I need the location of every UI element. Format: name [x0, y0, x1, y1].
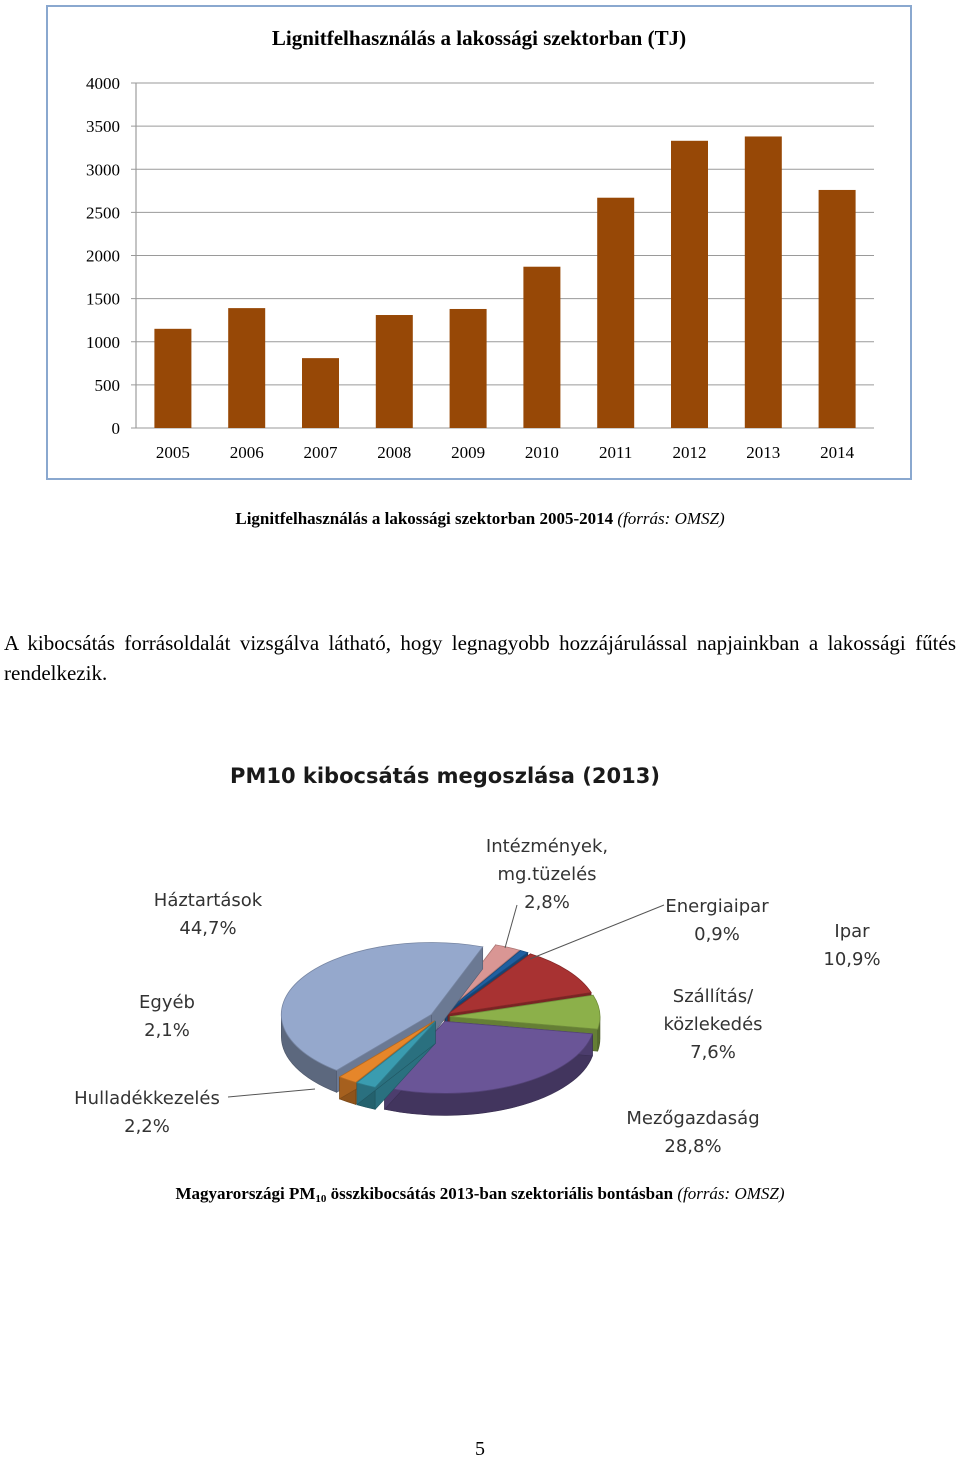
caption-source: (forrás: OMSZ): [617, 509, 725, 528]
x-tick-label: 2010: [525, 443, 559, 462]
y-tick-label: 3000: [86, 160, 120, 179]
leader-line: [529, 904, 665, 960]
pie-slice: [355, 1020, 436, 1111]
x-tick-label: 2013: [746, 443, 780, 462]
x-tick-label: 2012: [673, 443, 707, 462]
x-tick-label: 2006: [230, 443, 264, 462]
pie-slice-label: Energiaipar 0,9%: [529, 896, 769, 960]
pie-slice-top: [338, 1020, 435, 1083]
pie-slice-top: [355, 1021, 436, 1088]
pie-category-label: Hulladékkezelés: [74, 1088, 220, 1109]
bar: [228, 308, 266, 428]
pie-value-label: 2,1%: [144, 1020, 190, 1041]
y-tick-label: 2000: [86, 247, 120, 266]
pie-value-label: 10,9%: [823, 949, 880, 970]
pie-category-label: Szállítás/: [673, 986, 754, 1007]
pie-slice-label: Ipar 10,9%: [823, 921, 880, 970]
x-tick-label: 2005: [156, 443, 190, 462]
pie-slice-label: Intézmények, mg.tüzelés 2,8%: [486, 836, 608, 949]
y-tick-label: 3500: [86, 117, 120, 136]
x-tick-label: 2007: [304, 443, 339, 462]
bar-chart: Lignitfelhasználás a lakossági szektorba…: [46, 5, 912, 480]
bar: [375, 315, 413, 428]
caption-title-part: összkibocsátás 2013-ban szektoriális bon…: [326, 1184, 674, 1203]
x-tick-label: 2009: [451, 443, 485, 462]
y-tick-label: 500: [95, 376, 121, 395]
bar: [597, 197, 635, 428]
x-tick-label: 2014: [820, 443, 855, 462]
caption-subscript: 10: [315, 1193, 327, 1205]
y-tick-label: 2500: [86, 203, 120, 222]
y-tick-label: 4000: [86, 74, 120, 93]
y-tick-label: 1500: [86, 290, 120, 309]
bar: [671, 140, 708, 428]
bar: [154, 328, 192, 428]
caption-title-part: Magyarországi PM: [175, 1184, 316, 1203]
pie-category-label: Háztartások: [154, 890, 263, 911]
bar: [302, 358, 339, 428]
pie-slice-label: Szállítás/közlekedés 7,6%: [663, 986, 762, 1063]
pie-slice-top: [443, 944, 521, 1013]
pie-value-label: 28,8%: [664, 1136, 721, 1157]
bar: [818, 189, 856, 428]
leader-line: [504, 904, 518, 949]
leader-line: [227, 1088, 316, 1098]
pie-value-label: 2,2%: [124, 1116, 170, 1137]
pie-chart: PM10 kibocsátás megoszlása (2013) Intézmé…: [74, 764, 880, 1157]
pie-slice-label: Egyéb 2,1%: [139, 992, 195, 1041]
pie-category-label: közlekedés: [663, 1014, 762, 1035]
pie-chart-caption: Magyarországi PM10 összkibocsátás 2013-b…: [0, 1184, 960, 1205]
bar: [449, 308, 487, 428]
pie-category-label: Intézmények,: [486, 836, 608, 857]
pie-category-label: Mezőgazdaság: [626, 1108, 759, 1129]
pie-category-label: Energiaipar: [665, 896, 769, 917]
bar-chart-svg: Lignitfelhasználás a lakossági szektorba…: [86, 26, 874, 462]
caption-title: Magyarországi PM10 összkibocsátás 2013-b…: [175, 1184, 674, 1205]
y-tick-label: 1000: [86, 333, 120, 352]
pie-value-label: 44,7%: [179, 918, 236, 939]
x-tick-label: 2008: [377, 443, 411, 462]
y-tick-label: 0: [112, 419, 121, 438]
pie-title: PM10 kibocsátás megoszlása (2013): [230, 764, 660, 788]
bar-chart-caption: Lignitfelhasználás a lakossági szektorba…: [0, 509, 960, 529]
pie-category-label: Egyéb: [139, 992, 195, 1013]
pie-slice-label: Hulladékkezelés 2,2%: [74, 1088, 316, 1137]
pie-slice-label: Mezőgazdaság 28,8%: [626, 1108, 759, 1157]
x-tick-label: 2011: [599, 443, 632, 462]
pie-slice-top: [280, 942, 484, 1071]
pie-slice-label: Háztartások 44,7%: [154, 890, 263, 939]
chart-title: Lignitfelhasználás a lakossági szektorba…: [272, 26, 686, 50]
pie-slice-top: [383, 1020, 594, 1094]
pie-slice-top: [449, 994, 601, 1030]
caption-title: Lignitfelhasználás a lakossági szektorba…: [235, 509, 614, 528]
bar: [523, 266, 561, 428]
pie-slice-top: [447, 953, 592, 1015]
pie-category-label: mg.tüzelés: [497, 864, 596, 885]
caption-source: (forrás: OMSZ): [677, 1184, 785, 1203]
pie-category-label: Ipar: [834, 921, 870, 942]
pie-slice-top: [445, 950, 529, 1014]
pie-labels: Intézmények, mg.tüzelés 2,8% Energiaipar 0,9…: [74, 836, 880, 1157]
page-number: 5: [475, 1438, 485, 1460]
pie-value-label: 2,8%: [524, 892, 570, 913]
pie-value-label: 0,9%: [694, 924, 740, 945]
body-paragraph: A kibocsátás forrásoldalát vizsgálva lát…: [4, 631, 956, 685]
bar: [744, 136, 782, 428]
pie-slices: [280, 942, 601, 1116]
pie-value-label: 7,6%: [690, 1042, 736, 1063]
